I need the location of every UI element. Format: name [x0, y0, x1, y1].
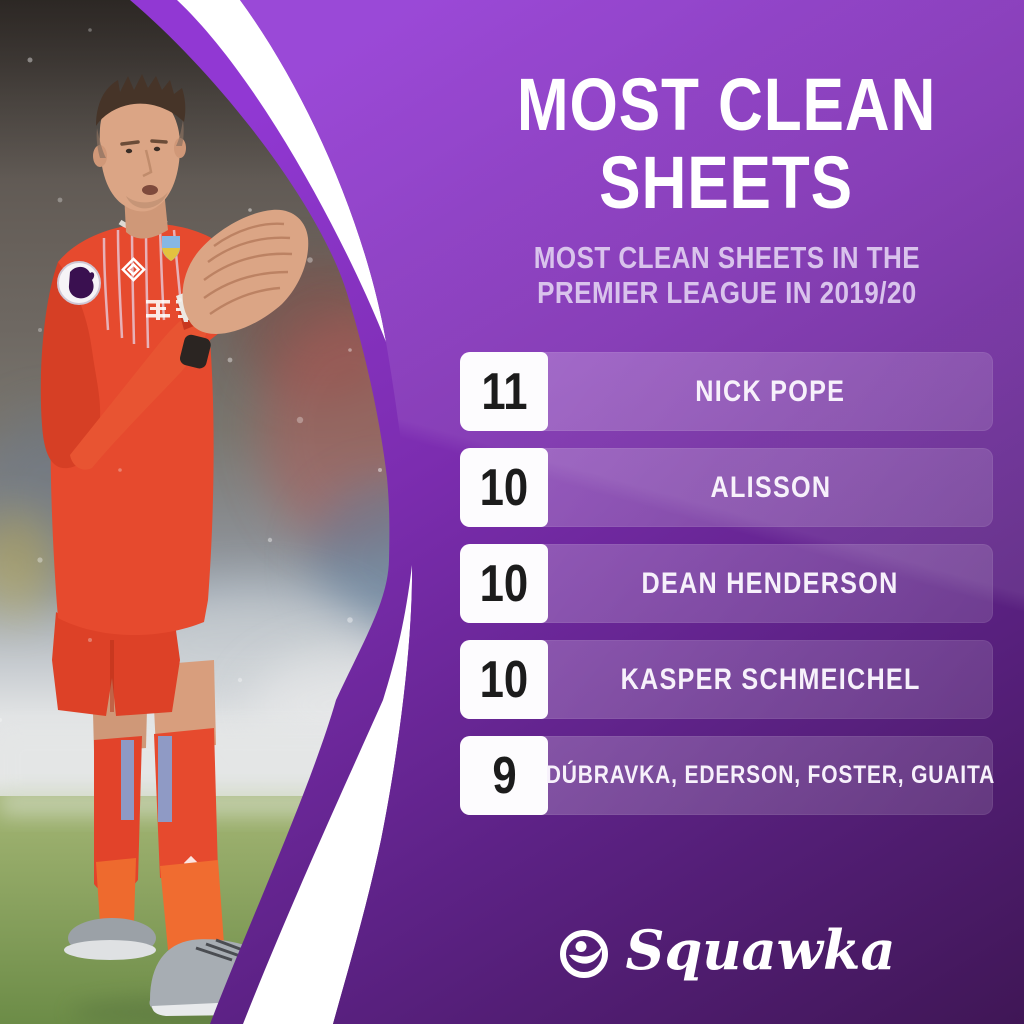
club-crest: [162, 236, 180, 261]
page-subtitle: MOST CLEAN SHEETS IN THE PREMIER LEAGUE …: [460, 240, 993, 310]
player-names: NICK POPE: [695, 374, 846, 408]
leaderboard-row: 10 KASPER SCHMEICHEL: [460, 640, 993, 719]
page-title: MOST CLEAN SHEETS: [460, 66, 993, 222]
clean-sheets-count: 10: [479, 650, 529, 709]
clean-sheets-count-box: 9: [460, 736, 548, 815]
leaderboard: 11 NICK POPE 10 ALISSON 10 DEAN: [460, 352, 996, 832]
premier-league-badge: [57, 261, 101, 305]
subtitle-line-2: PREMIER LEAGUE IN 2019/20: [536, 275, 917, 310]
squawka-logo-icon: [559, 930, 608, 978]
clean-sheets-count-box: 10: [460, 544, 548, 623]
clean-sheets-count-box: 10: [460, 448, 548, 527]
umbro-logo: [121, 257, 146, 282]
player-names: ALISSON: [710, 470, 831, 504]
clean-sheets-count-box: 10: [460, 640, 548, 719]
swoosh-white-stripe: [177, 0, 413, 1024]
subtitle-line-1: MOST CLEAN SHEETS IN THE: [533, 240, 920, 275]
wrist-watch: [180, 334, 211, 369]
content-panel: MOST CLEAN SHEETS MOST CLEAN SHEETS IN T…: [460, 0, 996, 1024]
title-line-1: MOST CLEAN: [516, 63, 937, 146]
leaderboard-row: 10 DEAN HENDERSON: [460, 544, 993, 623]
leaderboard-row: 11 NICK POPE: [460, 352, 993, 431]
panel-sheen: [240, 0, 1024, 1024]
player-names: DEAN HENDERSON: [641, 566, 900, 600]
leaderboard-row: 10 ALISSON: [460, 448, 993, 527]
title-line-2: SHEETS: [599, 141, 854, 224]
player-names: DÚBRAVKA, EDERSON, FOSTER, GUAITA: [545, 761, 996, 789]
clean-sheets-count: 11: [480, 362, 528, 421]
clapping-hands: [182, 209, 309, 334]
clean-sheets-count: 10: [479, 458, 529, 517]
clean-sheets-count-box: 11: [460, 352, 548, 431]
clean-sheets-count: 10: [479, 554, 529, 613]
clean-sheets-count: 9: [491, 746, 517, 805]
squawka-wordmark: Squawka: [625, 918, 896, 982]
player-names: KASPER SCHMEICHEL: [620, 662, 921, 696]
leaderboard-row: 9 DÚBRAVKA, EDERSON, FOSTER, GUAITA: [460, 736, 996, 815]
brand-footer: Squawka: [460, 916, 993, 992]
